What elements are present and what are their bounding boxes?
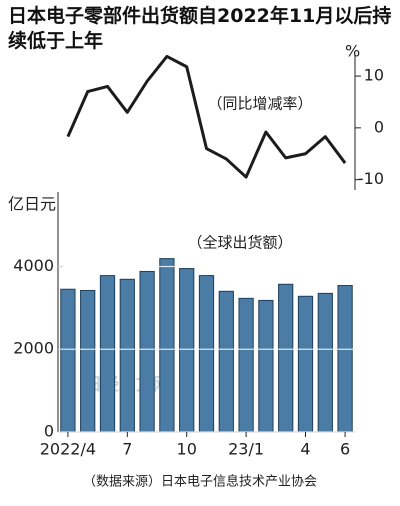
- bar: [179, 268, 195, 433]
- x-tick-label: 6: [340, 440, 350, 459]
- y-tick-label: 0: [374, 117, 384, 136]
- y-axis-label: 亿日元: [8, 195, 56, 214]
- y-tick-label: 2000: [13, 339, 54, 358]
- line: [66, 54, 347, 179]
- x-tick-label: 23/1: [228, 440, 264, 459]
- bar: [297, 295, 314, 433]
- bar: [238, 297, 254, 433]
- bar: [139, 270, 155, 433]
- y-axis-label: %: [345, 42, 360, 61]
- bar: [198, 275, 215, 433]
- bar: [80, 289, 96, 433]
- y-tick-label: 0: [44, 422, 54, 441]
- annotation: （同比增减率）: [207, 95, 312, 113]
- bar: [60, 288, 76, 433]
- bar: [218, 290, 234, 433]
- bar: [258, 299, 274, 433]
- y-tick-label: 4000: [13, 256, 54, 275]
- source: （数据来源）日本电子信息技术产业协会: [83, 474, 317, 490]
- bar: [278, 283, 294, 433]
- annotation: （全球出货额）: [187, 234, 292, 252]
- y-tick-label: -10: [358, 169, 384, 188]
- x-tick-label: 7: [122, 440, 132, 459]
- bar: [159, 258, 175, 433]
- x-tick-label: 2022/4: [40, 440, 96, 459]
- y-tick-label: 10: [364, 66, 384, 85]
- bar: [317, 292, 333, 433]
- bar: [119, 278, 135, 433]
- x-tick-label: 10: [177, 440, 197, 459]
- bar: [99, 275, 116, 433]
- bar: [337, 285, 353, 433]
- x-tick-label: 4: [300, 440, 310, 459]
- chart-title: 日本电子零部件出货额自2022年11月以后持续低于上年: [8, 5, 392, 52]
